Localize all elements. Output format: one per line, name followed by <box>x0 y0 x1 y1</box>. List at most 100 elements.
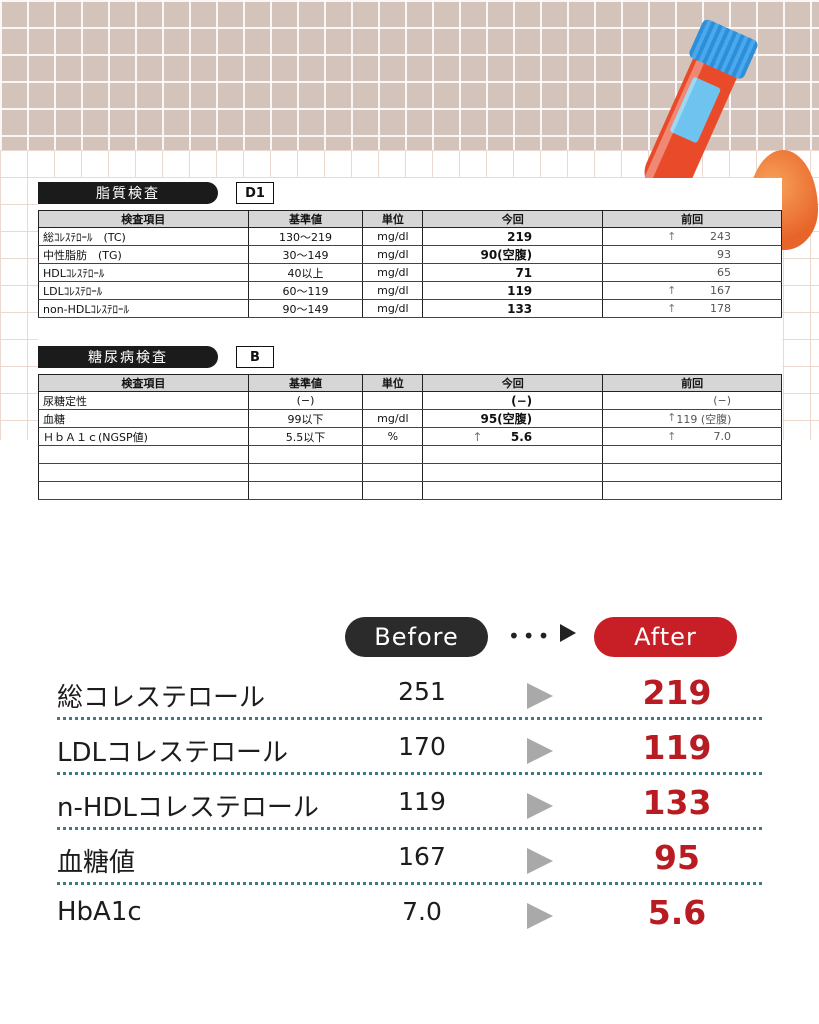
cell-item-value: ＨｂＡ１ｃ(NGSP値) <box>43 430 148 444</box>
cell-empty <box>362 445 424 464</box>
comparison-row: HbA1c 7.0 5.6 <box>57 885 762 940</box>
cell-now-value: 95(空腹) <box>480 412 533 426</box>
cell-ref-value: 40以上 <box>287 266 324 280</box>
cell-unit-value: mg/dl <box>377 284 409 297</box>
cell-now: 119 <box>422 281 604 300</box>
cell-prev-value: 167 <box>710 284 731 297</box>
cell-item-value: LDLｺﾚｽﾃﾛｰﾙ <box>43 284 103 298</box>
before-value: 167 <box>398 842 446 871</box>
cell-item: 総ｺﾚｽﾃﾛｰﾙ (TC) <box>38 227 249 246</box>
col-header-ref: 基準値 <box>247 210 364 228</box>
cell-empty <box>602 445 782 464</box>
cell-prev: ↑ 243 <box>602 227 782 246</box>
cell-prev: ↑ 178 <box>602 299 782 318</box>
before-value: 119 <box>398 787 446 816</box>
cell-now: (−) <box>422 391 604 410</box>
cell-now-value: 119 <box>507 283 533 298</box>
cell-now: 71 <box>422 263 604 282</box>
cell-now: 95(空腹) <box>422 409 604 428</box>
cell-item: 尿糖定性 <box>38 391 249 410</box>
cell-prev: 65 <box>602 263 782 282</box>
cell-ref: 40以上 <box>247 263 364 282</box>
cell-item-value: 中性脂肪 (TG) <box>43 248 122 262</box>
table-row: 尿糖定性 (−) (−) (−) <box>38 391 782 410</box>
cell-empty <box>38 445 249 464</box>
cell-prev-value: 93 <box>717 248 731 261</box>
cell-item: ＨｂＡ１ｃ(NGSP値) <box>38 427 249 446</box>
cell-empty <box>247 463 364 482</box>
cell-item: 血糖 <box>38 409 249 428</box>
table-row-empty <box>38 481 782 500</box>
lab-report-scan: 脂質検査 D1 検査項目 基準値 単位 今回 前回 総ｺﾚｽﾃﾛｰﾙ (TC) 1… <box>38 178 782 516</box>
cell-prev: ↑ 119 (空腹) <box>602 409 782 428</box>
dotted-divider <box>57 882 762 885</box>
cell-now: 219 <box>422 227 604 246</box>
dotted-divider <box>57 827 762 830</box>
cell-prev-value: (−) <box>713 394 731 407</box>
cell-prev-value: 65 <box>717 266 731 279</box>
cell-empty <box>362 463 424 482</box>
col-header-ref: 基準値 <box>247 374 364 392</box>
cell-prev: ↑ 167 <box>602 281 782 300</box>
cell-now-value: 219 <box>507 229 533 244</box>
table-row: LDLｺﾚｽﾃﾛｰﾙ 60～119 mg/dl 119 ↑ 167 <box>38 281 782 300</box>
cell-ref: 30～149 <box>247 245 364 264</box>
cell-ref: 90～149 <box>247 299 364 318</box>
cell-empty <box>422 481 604 500</box>
comparison-row: 総コレステロール 251 219 <box>57 665 762 720</box>
cell-unit: mg/dl <box>362 281 424 300</box>
cell-item: HDLｺﾚｽﾃﾛｰﾙ <box>38 263 249 282</box>
table-row: HDLｺﾚｽﾃﾛｰﾙ 40以上 mg/dl 71 65 <box>38 263 782 282</box>
test-tube-icon <box>636 17 760 205</box>
cell-now-value: 133 <box>507 301 533 316</box>
cell-empty <box>602 481 782 500</box>
col-header-prev: 前回 <box>602 210 782 228</box>
after-value: 5.6 <box>647 893 707 932</box>
cell-now: 133 <box>422 299 604 318</box>
cell-empty <box>422 445 604 464</box>
cell-now: ↑ 5.6 <box>422 427 604 446</box>
cell-unit: mg/dl <box>362 227 424 246</box>
cell-prev-value: 119 (空腹) <box>676 412 732 426</box>
cell-empty <box>602 463 782 482</box>
prev-flag: ↑ <box>667 410 677 424</box>
cell-prev-value: 7.0 <box>713 430 732 443</box>
lipid-section-header: 脂質検査 D1 <box>38 182 274 204</box>
cell-prev: ↑ 7.0 <box>602 427 782 446</box>
cell-unit-value: mg/dl <box>377 302 409 315</box>
cell-ref-value: 130～219 <box>279 230 333 244</box>
table-row: ＨｂＡ１ｃ(NGSP値) 5.5以下% ↑ 5.6 ↑ 7.0 <box>38 427 782 446</box>
cell-item-value: HDLｺﾚｽﾃﾛｰﾙ <box>43 266 105 280</box>
table-row: non-HDLｺﾚｽﾃﾛｰﾙ 90～149 mg/dl 133 ↑ 178 <box>38 299 782 318</box>
col-header-unit: 単位 <box>362 374 424 392</box>
cell-ref-value: 90～149 <box>282 302 329 316</box>
cell-prev: 93 <box>602 245 782 264</box>
cell-ref: 99以下 <box>247 409 364 428</box>
metric-name: HbA1c <box>57 897 142 927</box>
cell-now: 90(空腹) <box>422 245 604 264</box>
before-value: 7.0 <box>402 897 442 926</box>
col-header-prev: 前回 <box>602 374 782 392</box>
now-flag: ↑ <box>472 429 483 444</box>
cell-ref: 130～219 <box>247 227 364 246</box>
cell-prev-value: 243 <box>710 230 731 243</box>
cell-ref-value: 60～119 <box>282 284 329 298</box>
comparison-row: 血糖値 167 95 <box>57 830 762 885</box>
cell-now-value: (−) <box>511 393 533 408</box>
table-row: 中性脂肪 (TG) 30～149 mg/dl 90(空腹) 93 <box>38 245 782 264</box>
after-value: 219 <box>642 673 712 712</box>
comparison-row: LDLコレステロール 170 119 <box>57 720 762 775</box>
cell-now-value: 90(空腹) <box>480 248 533 262</box>
diabetes-section-header: 糖尿病検査 B <box>38 346 274 368</box>
background-grid-top <box>0 0 819 150</box>
cell-unit: mg/dl <box>362 245 424 264</box>
table-row: 総ｺﾚｽﾃﾛｰﾙ (TC) 130～219 mg/dl 219 ↑ 243 <box>38 227 782 246</box>
arrow-right-icon <box>527 848 553 874</box>
arrow-right-icon <box>527 793 553 819</box>
cell-item: 中性脂肪 (TG) <box>38 245 249 264</box>
cell-empty <box>247 481 364 500</box>
before-value: 251 <box>398 677 446 706</box>
cell-now-value: 71 <box>515 265 533 280</box>
prev-flag: ↑ <box>667 284 677 297</box>
cell-unit: % <box>362 427 424 446</box>
